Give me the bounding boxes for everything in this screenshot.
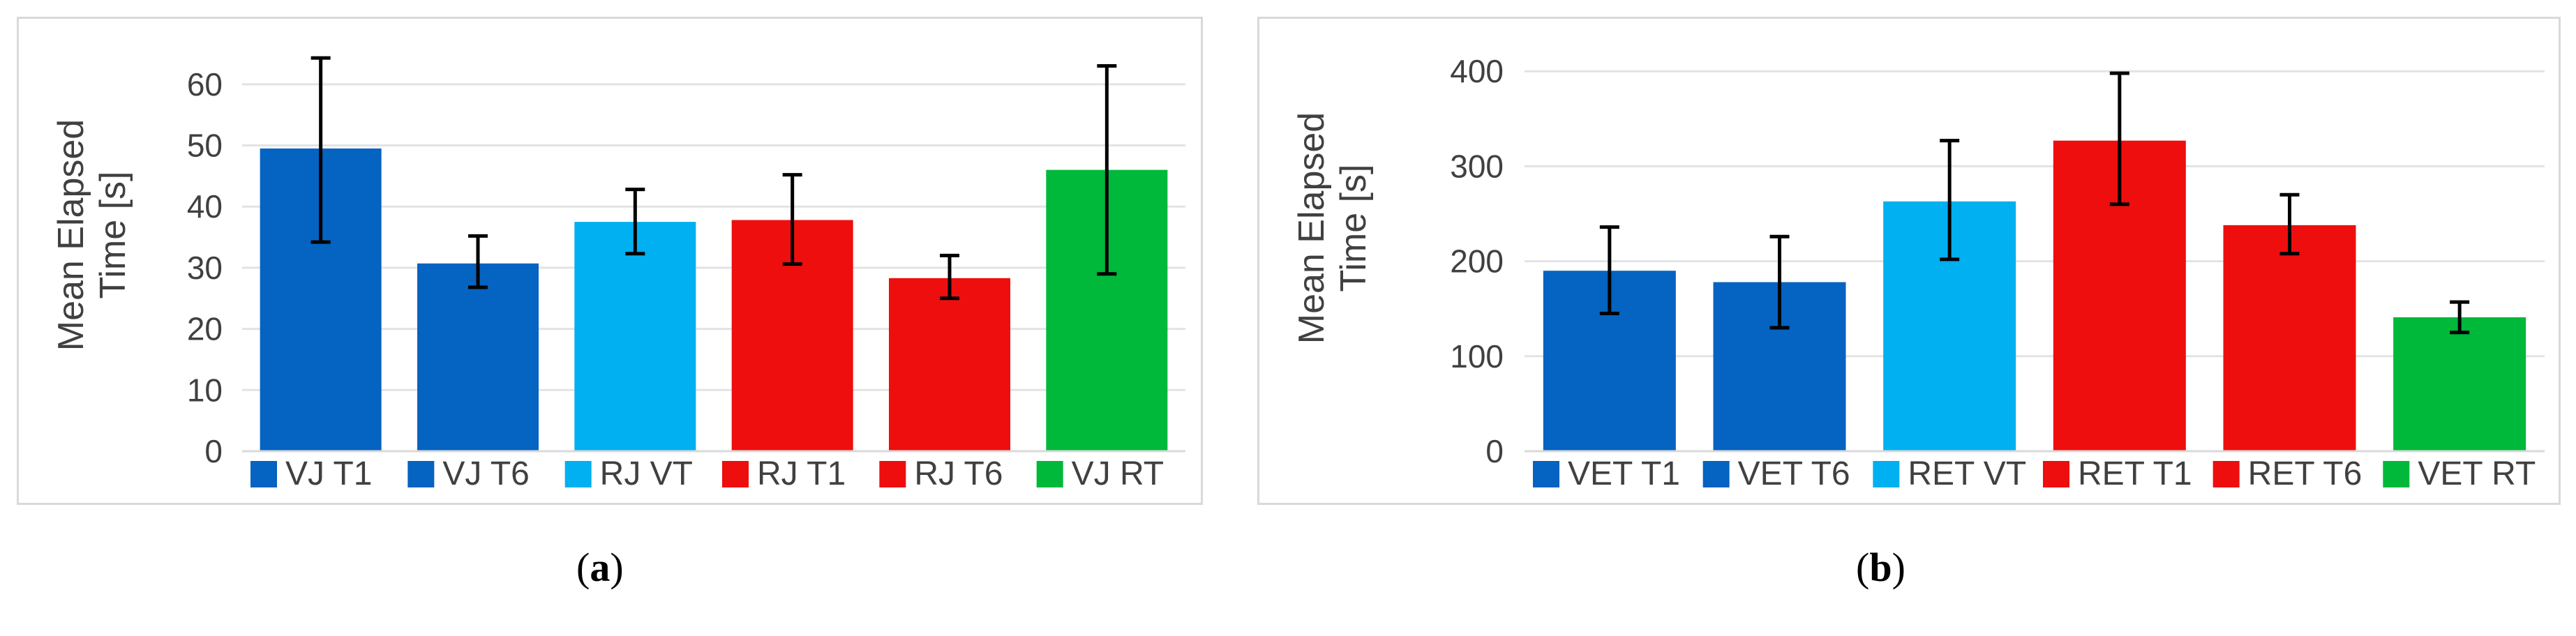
legend-label: RJ VT (600, 455, 693, 492)
y-tick-label: 10 (187, 372, 223, 408)
y-tick-label: 200 (1450, 243, 1504, 280)
legend-label: RET T1 (2078, 455, 2192, 492)
y-axis-label: Mean Elapsed Time [s] (51, 119, 133, 351)
legend-label: RJ T6 (914, 455, 1003, 492)
caption-a-letter: a (590, 545, 611, 590)
legend-swatch (564, 461, 592, 487)
y-tick-label: 0 (1485, 433, 1504, 469)
bar (417, 263, 539, 451)
legend-swatch (1533, 461, 1559, 487)
chart-panel-a: 0 10 20 30 40 50 60 Mean Elapsed Time [s] VJ T1 VJ… (17, 17, 1203, 505)
legend-swatch (250, 461, 277, 487)
y-axis-label-line: Mean Elapsed (51, 119, 91, 351)
y-tick-label: 40 (187, 188, 223, 225)
legend-label: VJ T6 (442, 455, 530, 492)
bar (2223, 225, 2356, 451)
y-axis-label-line: Time [s] (1333, 165, 1374, 292)
legend-swatch (1702, 461, 1730, 487)
legend-label: VET T1 (1568, 455, 1680, 492)
legend-label: RET VT (1908, 455, 2026, 492)
bar (889, 278, 1010, 451)
legend-swatch (407, 461, 435, 487)
bar (2393, 317, 2526, 451)
y-tick-label: 400 (1450, 53, 1504, 89)
legend-swatch (1873, 461, 1900, 487)
legend-swatch (1036, 461, 1063, 487)
y-tick-label: 100 (1450, 338, 1504, 374)
bar-chart-b: 0 100 200 300 400 Mean Elapsed Time [s] VET T1 V… (1291, 53, 2545, 492)
legend-label: RET T6 (2248, 455, 2362, 492)
legend-swatch (2383, 461, 2410, 487)
legend-swatch (879, 461, 906, 487)
legend-swatch (722, 461, 749, 487)
caption-b-letter: b (1869, 545, 1892, 590)
y-tick-label: 0 (204, 433, 223, 469)
legend-swatch (2212, 461, 2240, 487)
legend-label: VET T6 (1738, 455, 1850, 492)
y-axis-label: Mean Elapsed Time [s] (1291, 112, 1374, 344)
bar (574, 222, 696, 451)
legend-label: VJ RT (1072, 455, 1164, 492)
caption-a: (a) (576, 545, 624, 590)
y-tick-label: 50 (187, 128, 223, 164)
legend-label: VJ T1 (285, 455, 373, 492)
legend-label: VET RT (2418, 455, 2536, 492)
y-axis-label-line: Time [s] (93, 172, 133, 299)
y-tick-label: 20 (187, 311, 223, 347)
y-tick-label: 30 (187, 250, 223, 286)
legend-swatch (2043, 461, 2069, 487)
chart-panel-b: 0 100 200 300 400 Mean Elapsed Time [s] VET T1 V… (1257, 17, 2561, 505)
legend-label: RJ T1 (757, 455, 846, 492)
y-tick-label: 60 (187, 66, 223, 103)
caption-b: (b) (1856, 545, 1905, 590)
y-tick-label: 300 (1450, 148, 1504, 184)
bar-chart-a: 0 10 20 30 40 50 60 Mean Elapsed Time [s] VJ T1 VJ… (51, 56, 1185, 492)
y-axis-label-line: Mean Elapsed (1291, 112, 1332, 344)
